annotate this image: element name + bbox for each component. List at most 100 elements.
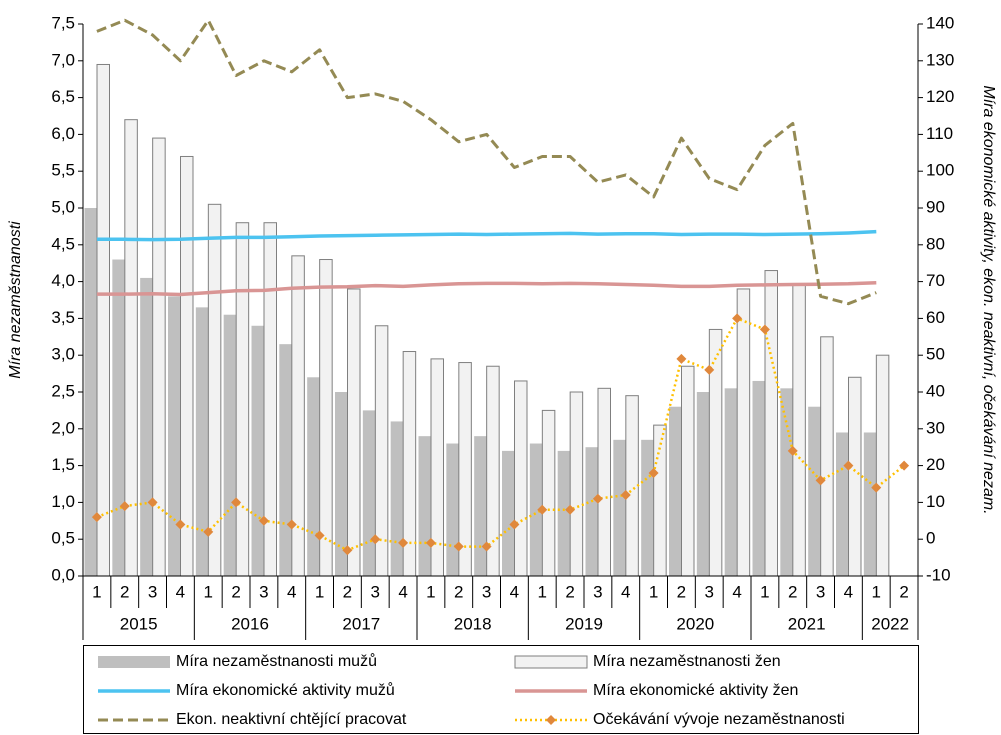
bar (820, 336, 834, 577)
bar (669, 406, 682, 576)
bar (84, 208, 97, 576)
y2-tick-label: 30 (926, 418, 945, 437)
marker (537, 504, 548, 515)
legend-box (83, 645, 919, 734)
y2-tick-label: 100 (926, 161, 954, 180)
bar (708, 328, 723, 577)
marker (119, 501, 130, 512)
bar (529, 443, 543, 576)
x-tick-label: 2 (565, 582, 574, 601)
marker (203, 526, 214, 537)
bar (279, 344, 292, 576)
x-tick-label: 2 (231, 582, 240, 601)
x-tick-label: 1 (426, 582, 435, 601)
marker (843, 460, 854, 471)
y2-tick-label: 0 (926, 529, 935, 548)
x-tick-label: 4 (398, 582, 407, 601)
year-label: 2019 (565, 614, 603, 633)
marker (91, 512, 102, 523)
bar (307, 377, 320, 576)
year-label: 2022 (871, 614, 909, 633)
marker (286, 519, 297, 530)
bar (418, 436, 431, 576)
y-tick-label: 7,0 (51, 50, 75, 69)
y-tick-label: 3,0 (51, 345, 75, 364)
marker (815, 475, 826, 486)
x-tick-label: 4 (510, 582, 519, 601)
bar (569, 391, 584, 577)
x-tick-label: 4 (621, 582, 630, 601)
marker (759, 324, 770, 335)
marker (398, 537, 409, 548)
legend-label: Míra ekonomické aktivity žen (593, 682, 798, 699)
legend-marker (546, 715, 556, 725)
bar (168, 296, 181, 576)
bar (736, 288, 751, 577)
bar (474, 436, 487, 576)
bar (780, 388, 793, 576)
bar (808, 406, 821, 576)
bar (792, 284, 806, 577)
bar (446, 443, 459, 576)
bar (112, 259, 125, 576)
y2-tick-label: 110 (926, 124, 953, 143)
bar (863, 432, 877, 576)
bar (848, 376, 862, 577)
bar (764, 270, 778, 577)
y2-tick-label: 60 (926, 308, 945, 327)
marker (231, 497, 242, 508)
bar (641, 439, 654, 576)
bar (502, 450, 515, 576)
y2-tick-label: 90 (926, 197, 945, 216)
marker (175, 519, 186, 530)
bar (681, 365, 695, 577)
x-tick-label: 1 (92, 582, 101, 601)
x-tick-label: 2 (899, 582, 908, 601)
x-tick-label: 4 (844, 582, 853, 601)
bar (235, 222, 250, 577)
x-tick-label: 2 (788, 582, 797, 601)
x-tick-label: 2 (343, 582, 352, 601)
x-tick-label: 3 (482, 582, 491, 601)
legend-label: Očekávání vývoje nezaměstnanosti (593, 711, 845, 728)
x-tick-label: 4 (732, 582, 741, 601)
y-tick-label: 6,5 (51, 87, 75, 106)
x-tick-label: 3 (816, 582, 825, 601)
year-label: 2016 (231, 614, 269, 633)
bar (207, 203, 222, 577)
year-label: 2018 (454, 614, 492, 633)
bar (195, 307, 209, 576)
x-tick-label: 1 (204, 582, 213, 601)
marker (425, 537, 436, 548)
marker (899, 460, 910, 471)
marker (648, 467, 659, 478)
marker (481, 541, 492, 552)
legend-label: Míra nezaměstnanosti žen (593, 653, 781, 670)
line (96, 18, 877, 306)
y2-tick-label: 120 (926, 87, 954, 106)
y2-tick-label: 50 (926, 345, 945, 364)
y-tick-label: 7,5 (51, 13, 75, 32)
bar (597, 387, 611, 577)
marker (147, 497, 158, 508)
year-label: 2021 (788, 614, 826, 633)
x-tick-label: 1 (538, 582, 547, 601)
marker (787, 445, 798, 456)
x-tick-label: 3 (705, 582, 714, 601)
marker (314, 530, 325, 541)
legend-symbol (98, 656, 170, 668)
bar (557, 450, 571, 576)
bar (319, 259, 333, 577)
bar (180, 155, 194, 577)
bar (613, 439, 626, 576)
bar (625, 395, 639, 577)
year-label: 2017 (342, 614, 380, 633)
y-tick-label: 3,5 (51, 308, 75, 327)
y2-tick-label: 80 (926, 234, 945, 253)
bar (335, 392, 348, 576)
marker (565, 504, 576, 515)
y2-tick-label: -10 (926, 565, 951, 584)
marker (704, 364, 715, 375)
y-tick-label: 5,0 (51, 197, 75, 216)
